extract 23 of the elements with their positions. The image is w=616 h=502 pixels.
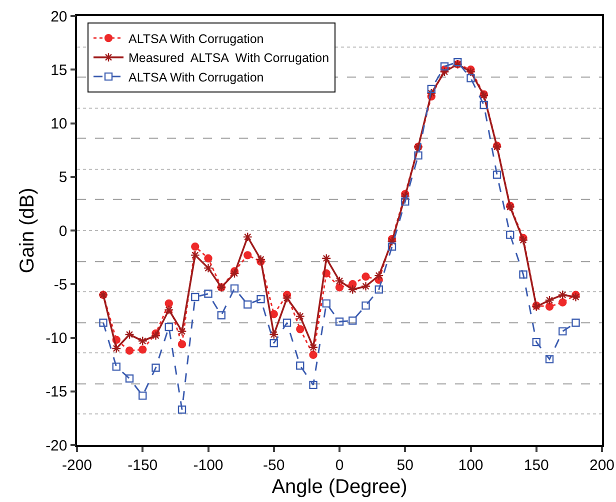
x-tick-label: 0 bbox=[335, 456, 344, 474]
x-tick-label: 100 bbox=[458, 456, 484, 474]
x-tick-label: -150 bbox=[128, 456, 158, 474]
legend-label: Measured ALTSA With Corrugation bbox=[128, 51, 330, 66]
x-tick-label: -50 bbox=[263, 456, 285, 474]
x-tick-label: 150 bbox=[524, 456, 549, 474]
y-tick-label: 10 bbox=[50, 116, 68, 132]
x-tick-label: -100 bbox=[193, 456, 224, 474]
x-tick-label: -200 bbox=[62, 456, 92, 474]
x-axis-title: Angle (Degree) bbox=[272, 476, 408, 498]
x-tick-label: 200 bbox=[589, 456, 615, 474]
y-tick-label: -10 bbox=[46, 330, 68, 347]
y-tick-label: -20 bbox=[46, 437, 68, 454]
y-tick-label: 5 bbox=[58, 169, 68, 186]
y-tick-label: 20 bbox=[50, 8, 68, 26]
legend-label: ALTSA With Corrugation bbox=[128, 70, 264, 84]
y-tick-label: 15 bbox=[50, 62, 68, 79]
y-axis-title: Gain (dB) bbox=[16, 188, 39, 274]
x-tick-label: 50 bbox=[396, 456, 414, 474]
y-tick-label: 0 bbox=[58, 222, 68, 240]
y-tick-label: -5 bbox=[54, 276, 68, 294]
y-tick-label: -15 bbox=[46, 384, 68, 401]
legend-label: ALTSA With Corrugation bbox=[128, 32, 264, 46]
